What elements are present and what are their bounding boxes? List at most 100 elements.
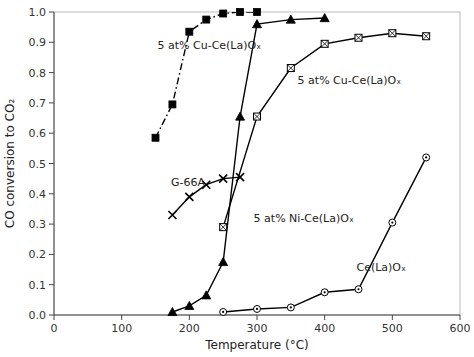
data-point [186, 28, 193, 35]
marker-part [254, 113, 261, 120]
annotations: 5 at% Cu-Ce(La)Oₓ5 at% Cu-Ce(La)OₓG-66A5… [158, 39, 406, 273]
marker-part [355, 34, 362, 41]
data-point [202, 291, 211, 299]
marker-part [355, 34, 362, 41]
y-tick-label: 0.3 [29, 218, 47, 231]
x-tick-label: 100 [111, 322, 132, 335]
marker-part [203, 16, 210, 23]
marker-part [219, 175, 227, 183]
y-tick [49, 193, 54, 194]
marker-part [152, 134, 159, 141]
x-axis-label: Temperature (°C) [204, 338, 309, 352]
y-tick [49, 42, 54, 43]
marker-part [423, 154, 430, 161]
marker-part [290, 306, 292, 308]
marker-part [202, 291, 211, 299]
marker-part [324, 291, 326, 293]
y-tick-label: 0.9 [29, 36, 47, 49]
data-point [321, 40, 328, 47]
x-tick [392, 315, 393, 320]
data-point [355, 286, 362, 293]
series-line [156, 12, 258, 138]
x-tick [257, 315, 258, 320]
marker-part [321, 40, 328, 47]
data-point [220, 10, 227, 17]
x-tick-label: 400 [314, 322, 335, 335]
plot-frame [54, 12, 460, 315]
marker-part [254, 305, 261, 312]
marker-part [220, 224, 227, 231]
marker-part [287, 65, 294, 72]
data-point [168, 307, 177, 315]
x-tick-label: 500 [382, 322, 403, 335]
marker-part [391, 221, 393, 223]
data-point [389, 219, 396, 226]
x-tick [460, 315, 461, 320]
lines [156, 12, 427, 312]
y-tick-label: 0.4 [29, 188, 47, 201]
chart: 01002003004005006000.00.10.20.30.40.50.6… [0, 0, 474, 357]
marker-part [321, 289, 328, 296]
data-point [254, 305, 261, 312]
y-tick-label: 0.2 [29, 248, 47, 261]
y-tick [49, 102, 54, 103]
data-point [185, 301, 194, 309]
data-point [220, 308, 227, 315]
y-tick [49, 284, 54, 285]
data-point [254, 113, 261, 120]
marker-part [389, 219, 396, 226]
marker-part [168, 307, 177, 315]
data-point [152, 134, 159, 141]
y-tick-label: 0.1 [29, 279, 47, 292]
data-point [320, 14, 329, 22]
marker-part [425, 156, 427, 158]
marker-part [236, 112, 245, 120]
marker-part [355, 286, 362, 293]
marker-part [423, 33, 430, 40]
series-line [223, 33, 426, 227]
y-tick [49, 163, 54, 164]
marker-part [286, 15, 295, 23]
x-axis-line [54, 315, 460, 316]
data-point [287, 65, 294, 72]
marker-part [287, 65, 294, 72]
y-tick [49, 315, 54, 316]
marker-part [357, 288, 359, 290]
markers [152, 9, 430, 316]
x-tick [324, 315, 325, 320]
marker-part [423, 33, 430, 40]
data-point [286, 15, 295, 23]
y-tick [49, 224, 54, 225]
data-point [169, 101, 176, 108]
x-tick-label: 600 [450, 322, 471, 335]
annotation: 5 at% Ni-Ce(La)Oₓ [254, 212, 354, 225]
annotation: 5 at% Cu-Ce(La)Oₓ [298, 74, 402, 87]
y-tick-label: 1.0 [29, 6, 47, 19]
marker-part [185, 193, 193, 201]
series-line [172, 18, 324, 312]
data-point [220, 224, 227, 231]
y-axis: 0.00.10.20.30.40.50.60.70.80.91.0 [29, 6, 55, 322]
y-tick-label: 0.0 [29, 309, 47, 322]
marker-part [220, 308, 227, 315]
data-point [287, 304, 294, 311]
x-axis: 0100200300400500600 [51, 315, 471, 335]
data-point [423, 154, 430, 161]
marker-part [256, 308, 258, 310]
annotation: G-66A [171, 176, 205, 189]
marker-part [220, 224, 227, 231]
x-tick [121, 315, 122, 320]
data-point [236, 112, 245, 120]
data-point [168, 211, 176, 219]
data-point [236, 173, 244, 181]
marker-part [254, 113, 261, 120]
marker-part [237, 9, 244, 16]
marker-part [389, 30, 396, 37]
data-point [389, 30, 396, 37]
data-point [185, 193, 193, 201]
series-line [223, 157, 426, 312]
marker-part [185, 301, 194, 309]
y-tick [49, 12, 54, 13]
y-tick-label: 0.7 [29, 97, 47, 110]
marker-part [253, 20, 262, 28]
